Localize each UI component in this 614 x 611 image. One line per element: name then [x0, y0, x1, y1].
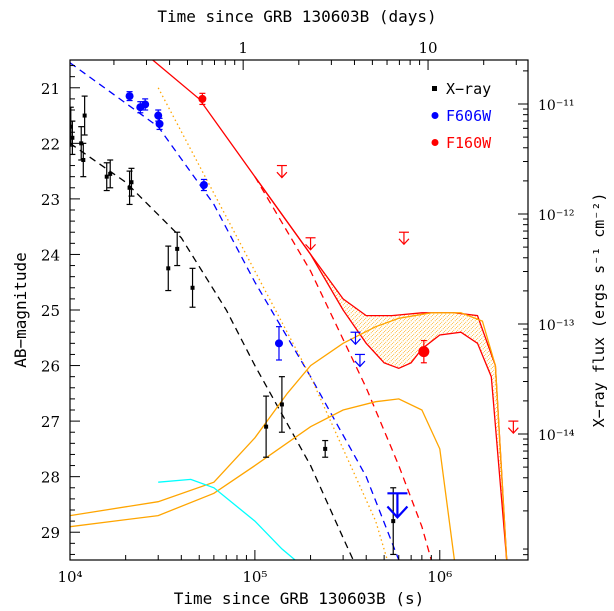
data-point-0000ff-4 [155, 117, 164, 131]
square-marker [264, 424, 269, 429]
data-point-000000-14 [322, 439, 329, 458]
circle-marker [155, 119, 164, 128]
y-tick-label: 23 [41, 191, 60, 209]
model-curve-2 [254, 176, 432, 560]
right-y-axis-label: X−ray flux (ergs s⁻¹ cm⁻²) [590, 193, 608, 428]
legend-label: F606W [446, 107, 492, 125]
x-tick-label: 10⁴ [57, 568, 82, 586]
limit-arrowhead [398, 238, 410, 246]
circle-marker [125, 92, 134, 101]
model-curve-4 [70, 142, 354, 560]
square-marker [70, 124, 73, 129]
square-marker [82, 113, 87, 118]
data-point-000000-6 [107, 159, 114, 189]
legend-marker [432, 86, 437, 91]
data-point-0000ff-6 [274, 326, 283, 361]
upper-limit-arrow-0 [276, 164, 288, 179]
upper-limit-arrow-3 [507, 420, 519, 434]
square-marker [166, 266, 171, 271]
axis-layer: 10⁴ 10⁵ 10⁶ 1 10 21 22 23 24 25 26 27 28 29 10⁻¹¹ 10⁻¹²… [41, 39, 575, 586]
circle-marker [154, 111, 163, 120]
plot-layer [70, 60, 519, 560]
data-point-000000-11 [189, 267, 196, 308]
model-curve-6 [70, 312, 508, 560]
data-point-ff0000-0 [198, 92, 207, 106]
model-curve-7 [70, 398, 456, 560]
data-point-000000-12 [263, 395, 270, 458]
right-tick-label: 10⁻¹² [538, 208, 574, 224]
right-tick-label: 10⁻¹¹ [538, 98, 574, 114]
upper-limit-arrow-4 [350, 331, 361, 346]
square-marker [175, 246, 180, 251]
circle-marker [274, 339, 283, 348]
data-point-000000-5 [103, 162, 110, 192]
legend-label: F160W [446, 134, 492, 152]
y-tick-label: 24 [41, 246, 60, 264]
top-x-axis-label: Time since GRB 130603B (days) [157, 7, 436, 26]
legend-marker [431, 112, 439, 119]
data-point-0000ff-0 [125, 91, 134, 102]
legend: X−ray F606W F160W [431, 80, 492, 152]
y-tick-label: 27 [41, 413, 60, 431]
model-curve-8 [158, 478, 296, 560]
data-point-ff0000-1 [418, 339, 430, 364]
square-marker [108, 171, 113, 176]
model-curve-0 [152, 60, 508, 560]
data-point-000000-15 [390, 487, 397, 556]
data-point-0000ff-5 [199, 178, 208, 192]
data-point-000000-8 [128, 167, 135, 197]
square-marker [190, 285, 195, 290]
y-axis-label: AB−magnitude [11, 252, 30, 368]
y-tick-label: 21 [41, 80, 60, 98]
x-tick-label: 10⁶ [427, 568, 452, 586]
right-tick-label: 10⁻¹³ [538, 318, 574, 334]
x-tick-label: 10⁵ [242, 568, 267, 586]
square-marker [127, 185, 132, 190]
top-tick-label: 1 [238, 39, 248, 57]
data-point-000000-9 [165, 245, 172, 292]
square-marker [391, 519, 396, 524]
upper-limit-arrow-1 [305, 237, 316, 251]
y-tick-label: 28 [41, 469, 60, 487]
data-point-000000-13 [278, 376, 285, 433]
upper-limit-arrow-5 [354, 353, 366, 368]
data-point-0000ff-2 [141, 98, 150, 111]
upper-limit-arrow-2 [398, 231, 410, 246]
square-marker [129, 180, 134, 185]
square-marker [70, 135, 75, 140]
circle-marker [418, 346, 430, 358]
limit-arrowhead [276, 171, 288, 179]
legend-label: X−ray [446, 80, 491, 98]
y-tick-label: 26 [41, 358, 60, 376]
data-point-0000ff-3 [154, 109, 163, 122]
square-marker [104, 174, 109, 179]
upper-limit-arrow-6 [386, 492, 409, 519]
square-marker [279, 402, 284, 407]
right-tick-label: 10⁻¹⁴ [538, 428, 575, 444]
circle-marker [199, 181, 208, 189]
data-point-000000-3 [80, 142, 87, 178]
circle-marker [141, 100, 150, 109]
limit-arrowhead [507, 427, 519, 434]
limit-arrowhead [386, 505, 409, 519]
limit-arrowhead [354, 360, 366, 368]
circle-marker [198, 94, 207, 103]
limit-arrowhead [305, 243, 316, 251]
y-tick-label: 25 [41, 302, 60, 320]
square-marker [323, 446, 328, 451]
data-point-000000-10 [174, 231, 181, 267]
data-point-000000-4 [81, 95, 88, 136]
limit-arrowhead [350, 338, 361, 346]
top-tick-label: 10 [418, 39, 437, 57]
kilonova-model-region [254, 176, 507, 560]
y-tick-label: 29 [41, 524, 60, 542]
model-curve-1 [254, 176, 508, 560]
square-marker [81, 158, 86, 162]
legend-marker [431, 139, 439, 146]
x-axis-label: Time since GRB 130603B (s) [174, 589, 424, 608]
y-tick-label: 22 [41, 135, 60, 153]
